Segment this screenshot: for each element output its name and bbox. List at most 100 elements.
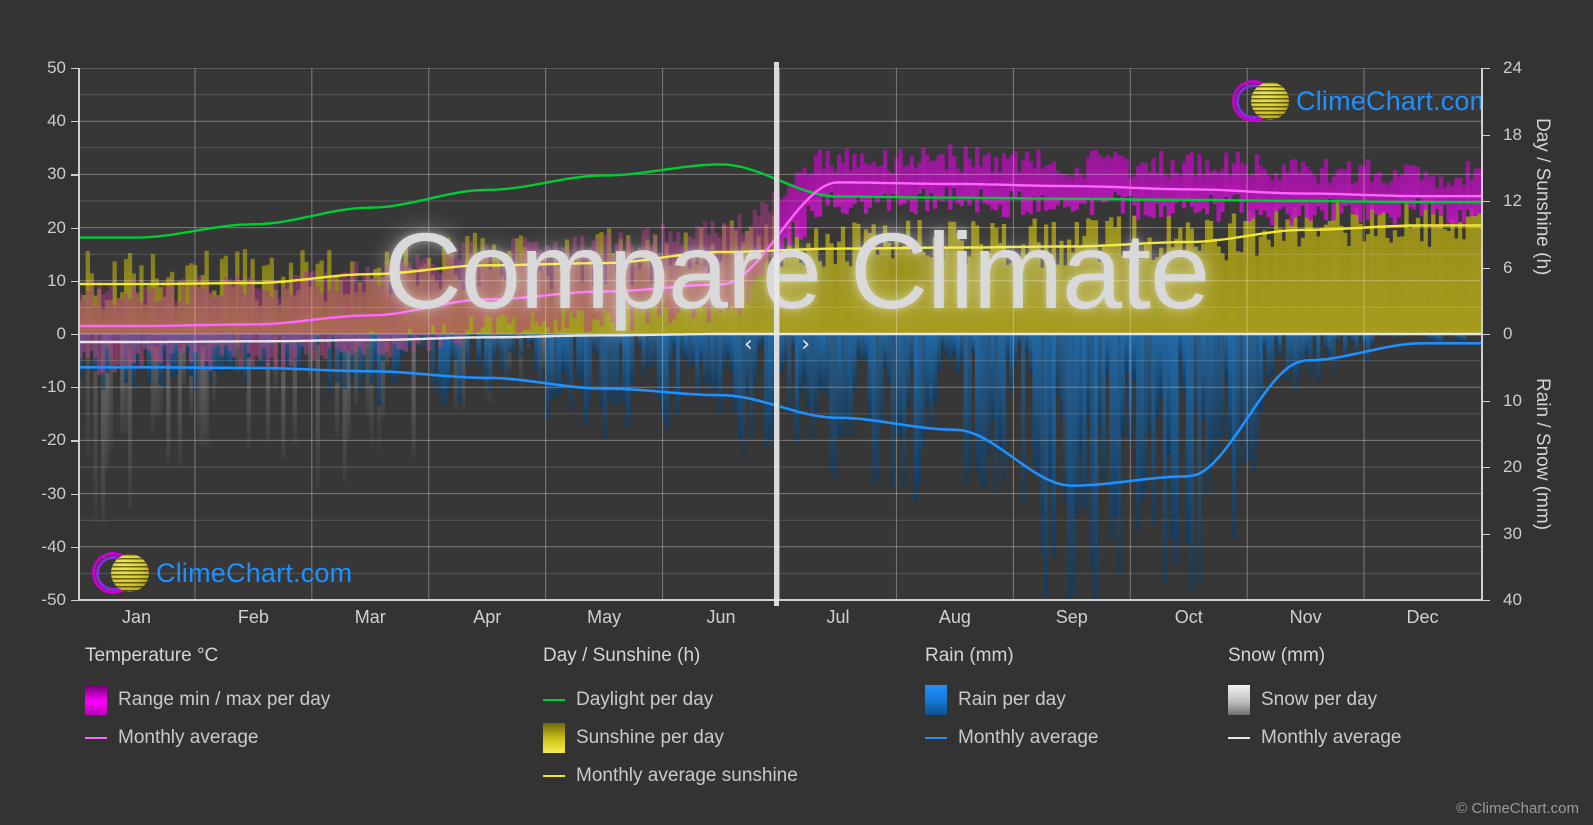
chevron-left-icon[interactable]: ‹ <box>744 332 753 357</box>
month-label: Sep <box>1055 607 1088 627</box>
compare-divider-arrows: ‹ › <box>744 330 810 360</box>
legend-line-swatch <box>543 699 565 701</box>
legend-gradient-swatch <box>925 685 947 715</box>
temperature-tick-label: -50 <box>41 590 66 609</box>
legend-item[interactable]: Monthly average <box>85 719 330 757</box>
chart-canvas <box>78 68 1481 600</box>
month-label: May <box>587 607 622 627</box>
temperature-tick-mark <box>71 280 79 282</box>
compare-divider-handle[interactable] <box>774 62 779 606</box>
temperature-tick-label: -10 <box>41 377 66 397</box>
right-axis-tick-label: 12 <box>1503 191 1522 210</box>
legend-group-rain: Rain (mm) Rain per day Monthly average <box>925 645 1098 757</box>
temperature-tick-mark <box>71 493 79 495</box>
right-axis-tick-mark <box>1482 400 1490 402</box>
temperature-tick-mark <box>71 121 79 123</box>
legend-item-label: Sunshine per day <box>576 727 724 748</box>
temperature-tick-label: 50 <box>47 58 66 77</box>
rain-snow-axis-title: Rain / Snow (mm) <box>1532 378 1553 531</box>
temperature-tick-label: 20 <box>47 217 66 237</box>
sunshine-average-line <box>78 249 776 286</box>
temperature-average-line <box>772 181 1481 242</box>
month-label: Nov <box>1289 607 1322 627</box>
right-axis-tick-label: 18 <box>1503 124 1522 144</box>
right-axis-tick-label: 24 <box>1503 58 1522 77</box>
legend-item[interactable]: Monthly average sunshine <box>543 757 798 795</box>
right-axis-tick-mark <box>1482 201 1490 203</box>
right-axis-tick-label: 0 <box>1503 324 1513 343</box>
month-label: Dec <box>1406 607 1439 627</box>
temperature-tick-mark <box>71 334 79 336</box>
right-axis-tick-mark <box>1482 334 1490 336</box>
month-label: Jul <box>826 607 850 627</box>
rain-average-line <box>78 365 776 407</box>
average-lines <box>78 163 1481 488</box>
legend-line-swatch <box>85 737 107 739</box>
brand-logo-bottom: ClimeChart.com <box>92 550 352 596</box>
daylight-line <box>772 177 1481 204</box>
temperature-tick-mark <box>71 174 79 176</box>
legend-item[interactable]: Range min / max per day <box>85 681 330 719</box>
month-label: Oct <box>1174 607 1203 627</box>
snow-average-line <box>78 332 776 344</box>
legend-item[interactable]: Monthly average <box>1228 719 1401 757</box>
right-axis-tick-mark <box>1482 467 1490 469</box>
sunshine-average-line <box>772 224 1481 252</box>
temperature-tick-label: 0 <box>56 324 66 343</box>
legend-item-label: Monthly average <box>118 727 259 748</box>
temperature-tick-label: -30 <box>41 483 66 503</box>
right-axis-line <box>1481 68 1483 600</box>
month-label: Jan <box>121 607 151 627</box>
temperature-tick-mark <box>71 68 79 70</box>
legend-item[interactable]: Sunshine per day <box>543 719 798 757</box>
chevron-right-icon[interactable]: › <box>801 332 810 357</box>
daylight-line <box>78 163 776 239</box>
legend-group-temperature: Temperature °C Range min / max per day Mon… <box>85 645 330 757</box>
legend-item[interactable]: Daylight per day <box>543 681 798 719</box>
temperature-tick-label: 10 <box>47 270 66 290</box>
day-sunshine-axis-title: Day / Sunshine (h) <box>1532 118 1553 276</box>
legend-group-snow: Snow (mm) Snow per day Monthly average <box>1228 645 1401 757</box>
legend-group-title: Temperature °C <box>85 645 219 666</box>
month-label: Feb <box>237 607 269 627</box>
brand-logo-bottom-text: ClimeChart.com <box>156 557 353 588</box>
brand-logo-top-text: ClimeChart.com <box>1296 85 1481 116</box>
right-axis-tick-mark <box>1482 267 1490 269</box>
month-label: Aug <box>938 607 971 627</box>
temperature-range-daily-bars <box>78 144 1481 375</box>
temperature-tick-mark <box>71 440 79 442</box>
legend-item-label: Snow per day <box>1261 689 1378 710</box>
legend-item-label: Monthly average <box>958 727 1099 748</box>
climechart-logo-icon <box>92 550 150 596</box>
legend-line-swatch <box>925 737 947 739</box>
legend-item[interactable]: Rain per day <box>925 681 1098 719</box>
right-axis-tick-label: 6 <box>1503 257 1513 277</box>
legend-item[interactable]: Snow per day <box>1228 681 1401 719</box>
legend-item-label: Monthly average sunshine <box>576 765 798 786</box>
right-axis-tick-mark <box>1482 600 1490 602</box>
copyright-notice: © ClimeChart.com <box>1456 800 1579 817</box>
rain-average-line <box>772 341 1481 488</box>
month-label: Mar <box>354 607 386 627</box>
legend-group-title: Snow (mm) <box>1228 645 1326 666</box>
right-axis-tick-mark <box>1482 134 1490 136</box>
chart-legend: Temperature °C Range min / max per day Mon… <box>0 645 1593 825</box>
legend-item-label: Rain per day <box>958 689 1066 710</box>
temperature-tick-mark <box>71 546 79 548</box>
legend-gradient-swatch <box>1228 685 1250 715</box>
legend-gradient-swatch <box>85 685 107 715</box>
legend-line-swatch <box>1228 737 1250 739</box>
right-axis-tick-mark <box>1482 68 1490 70</box>
legend-group-title: Day / Sunshine (h) <box>543 645 701 666</box>
legend-item-label: Daylight per day <box>576 689 714 710</box>
temperature-tick-mark <box>71 600 79 602</box>
legend-item[interactable]: Monthly average <box>925 719 1098 757</box>
legend-item-label: Range min / max per day <box>118 689 331 710</box>
temperature-tick-label: -40 <box>41 536 66 556</box>
plot-area[interactable]: ClimeChart.com ClimeChart.com <box>78 68 1481 600</box>
temperature-average-line <box>78 239 776 328</box>
legend-group-day-sunshine: Day / Sunshine (h) Daylight per day Sunshi… <box>543 645 798 795</box>
legend-gradient-swatch <box>543 723 565 753</box>
legend-group-title: Rain (mm) <box>925 645 1014 666</box>
